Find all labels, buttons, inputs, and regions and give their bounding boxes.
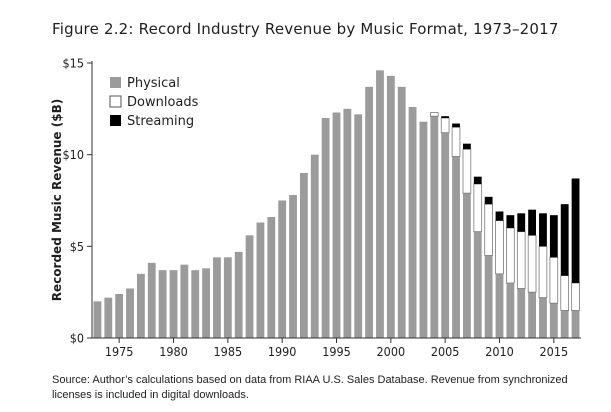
bar-physical-1985: [223, 257, 232, 338]
bar-streaming-2009: [484, 196, 493, 205]
bar-physical-1976: [126, 288, 134, 338]
x-tick-label: 2005: [431, 344, 460, 359]
x-tick-label: 1990: [268, 344, 297, 359]
bar-physical-1973: [93, 301, 102, 338]
legend-swatch-physical: [110, 77, 121, 88]
bar-physical-1981: [180, 264, 189, 338]
bar-physical-1987: [245, 235, 254, 338]
bar-downloads-2014: [538, 245, 548, 299]
bar-physical-1979: [158, 270, 167, 338]
bar-physical-1992: [299, 173, 308, 338]
bar-physical-1975: [115, 294, 124, 338]
bar-downloads-2016: [560, 275, 570, 311]
bar-downloads-2005: [440, 117, 450, 134]
bar-physical-1982: [191, 270, 200, 338]
y-tick-label: $0: [70, 331, 84, 346]
bar-streaming-2016: [560, 204, 569, 276]
bar-physical-1994: [321, 118, 330, 338]
bar-physical-1980: [169, 270, 178, 338]
bar-physical-2014: [539, 297, 547, 338]
bar-physical-1978: [147, 262, 156, 338]
bar-downloads-2012: [516, 231, 526, 289]
bar-physical-1998: [365, 86, 374, 338]
source-note: Source: Author’s calculations based on d…: [52, 374, 568, 401]
x-tick-label: 1985: [214, 344, 243, 359]
legend-swatch-downloads: [109, 95, 122, 108]
bar-physical-2000: [386, 75, 395, 338]
bar-streaming-2007: [462, 143, 471, 150]
bar-streaming-2017: [571, 178, 580, 283]
x-tick-label: 2010: [485, 344, 514, 359]
bar-physical-2004: [430, 116, 439, 338]
bar-physical-2015: [549, 303, 558, 338]
bar-physical-2003: [419, 121, 428, 338]
bar-physical-1996: [343, 108, 352, 338]
bar-physical-2007: [462, 193, 471, 338]
x-tick-label: 1980: [159, 344, 188, 359]
bar-physical-1989: [267, 217, 276, 338]
axes-layer: $0 $5 $10 $15 1975 1980 1985 1990 1995 2000 2005 20…: [63, 56, 581, 359]
bar-downloads-2009: [484, 203, 493, 256]
bar-physical-1999: [376, 70, 384, 338]
y-tick-label: $15: [63, 56, 84, 71]
bar-downloads-2017: [571, 282, 580, 311]
chart-title: Figure 2.2: Record Industry Revenue by M…: [52, 20, 559, 38]
bar-streaming-2008: [473, 176, 482, 184]
bar-physical-2006: [452, 156, 460, 338]
bar-streaming-2014: [539, 213, 547, 247]
bar-streaming-2005: [441, 116, 450, 118]
bar-streaming-2013: [528, 209, 537, 236]
bar-physical-1993: [310, 154, 319, 338]
bar-streaming-2011: [506, 215, 515, 228]
bar-physical-2001: [397, 86, 406, 338]
x-tick-label: 2000: [377, 344, 406, 359]
bar-physical-1977: [136, 273, 145, 338]
bar-physical-2017: [571, 310, 580, 338]
legend-label-downloads: Downloads: [127, 95, 199, 110]
bar-physical-2011: [506, 283, 515, 338]
bar-downloads-2010: [495, 220, 504, 275]
bar-downloads-2006: [451, 126, 461, 157]
bar-downloads-2013: [527, 234, 537, 293]
bar-physical-1995: [332, 112, 341, 338]
bar-physical-2013: [528, 292, 537, 338]
bar-physical-2016: [560, 310, 569, 338]
legend: Physical Downloads Streaming: [109, 76, 199, 129]
x-tick-label: 2015: [540, 344, 569, 359]
x-tick-label: 1995: [322, 344, 351, 359]
bar-physical-1997: [354, 114, 363, 338]
bar-downloads-2011: [506, 227, 515, 284]
bar-physical-2010: [495, 273, 504, 338]
bar-physical-1988: [256, 222, 265, 338]
bar-downloads-2008: [473, 183, 483, 233]
bar-physical-1991: [289, 195, 297, 338]
bar-physical-1984: [213, 257, 221, 338]
y-axis-title: Recorded Music Revenue ($B): [50, 99, 64, 301]
y-tick-label: $5: [70, 239, 84, 254]
bar-streaming-2015: [549, 215, 558, 258]
y-tick-label: $10: [63, 147, 84, 162]
bars-layer: [93, 70, 580, 338]
bar-downloads-2004: [429, 112, 439, 117]
bar-physical-2012: [517, 288, 526, 338]
bar-physical-1974: [104, 297, 113, 338]
bar-streaming-2012: [517, 213, 526, 232]
bar-physical-2002: [408, 107, 417, 338]
legend-swatch-streaming: [110, 115, 121, 126]
bar-physical-1990: [278, 200, 287, 338]
bar-physical-2005: [441, 132, 450, 338]
bar-downloads-2015: [549, 256, 559, 304]
legend-label-streaming: Streaming: [127, 114, 194, 129]
bar-physical-2008: [473, 231, 482, 338]
bar-downloads-2007: [462, 148, 472, 194]
bar-streaming-2006: [452, 123, 460, 128]
bar-physical-1983: [202, 268, 211, 338]
bar-physical-1986: [234, 251, 243, 338]
bar-physical-2009: [484, 255, 493, 338]
legend-label-physical: Physical: [127, 76, 180, 91]
bar-streaming-2010: [495, 211, 504, 221]
x-tick-label: 1975: [105, 344, 134, 359]
